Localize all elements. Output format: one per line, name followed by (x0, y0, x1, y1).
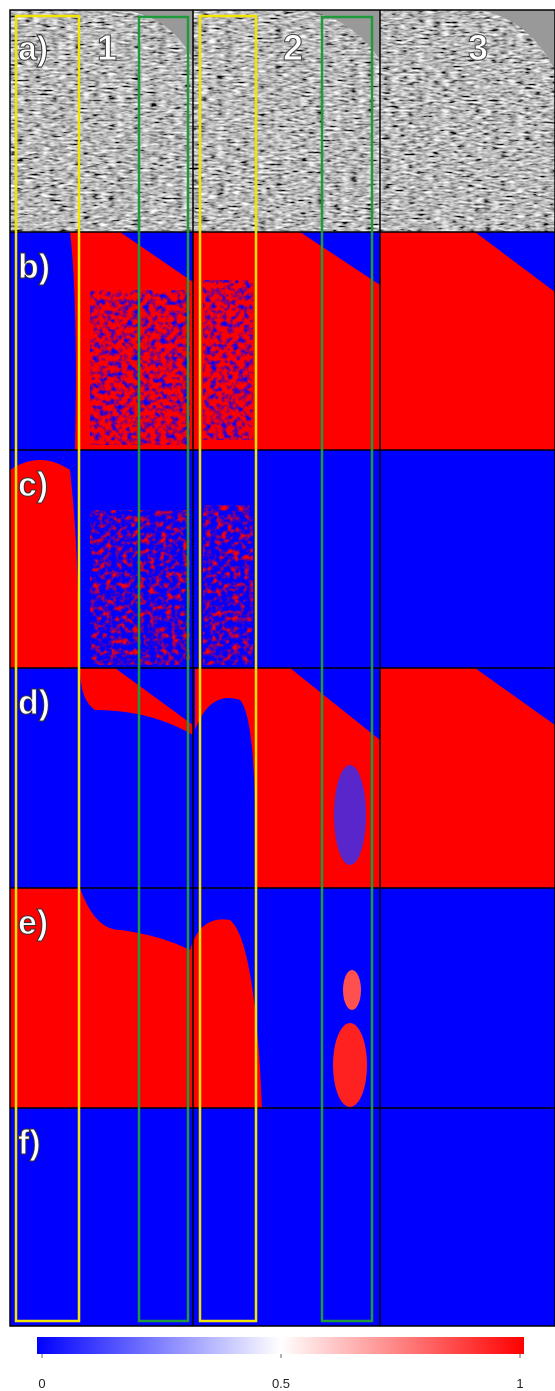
speckle (203, 280, 253, 440)
colorbar-tick-label: 1 (516, 1376, 523, 1391)
speckle (203, 505, 253, 665)
panel-f (10, 1108, 555, 1326)
panel-label: e) (18, 904, 48, 942)
panel-label: d) (18, 684, 50, 722)
speckle (334, 765, 366, 865)
column-label: 3 (468, 27, 488, 68)
figure: a) b) c) d) e) f) 1 2 3 0 0.5 1 (0, 0, 555, 1391)
colorbar-tick-label: 0.5 (272, 1376, 290, 1391)
panel-d (10, 668, 555, 888)
column-label: 1 (97, 27, 117, 68)
region (333, 1023, 367, 1107)
panel-label: a) (18, 30, 48, 68)
panel-label: c) (18, 466, 48, 504)
column-label: 2 (283, 27, 303, 68)
colorbar-tick-label: 0 (38, 1376, 45, 1391)
panel-e (10, 888, 555, 1108)
region (10, 1108, 555, 1326)
panel-c (10, 450, 555, 668)
panel-label: f) (18, 1124, 41, 1162)
panel-label: b) (18, 248, 50, 286)
region (343, 970, 361, 1010)
page: {"panels": [{"label": "a)"}, {"label": "… (0, 0, 555, 1391)
panel-b (10, 232, 555, 450)
colorbar (37, 1337, 524, 1354)
